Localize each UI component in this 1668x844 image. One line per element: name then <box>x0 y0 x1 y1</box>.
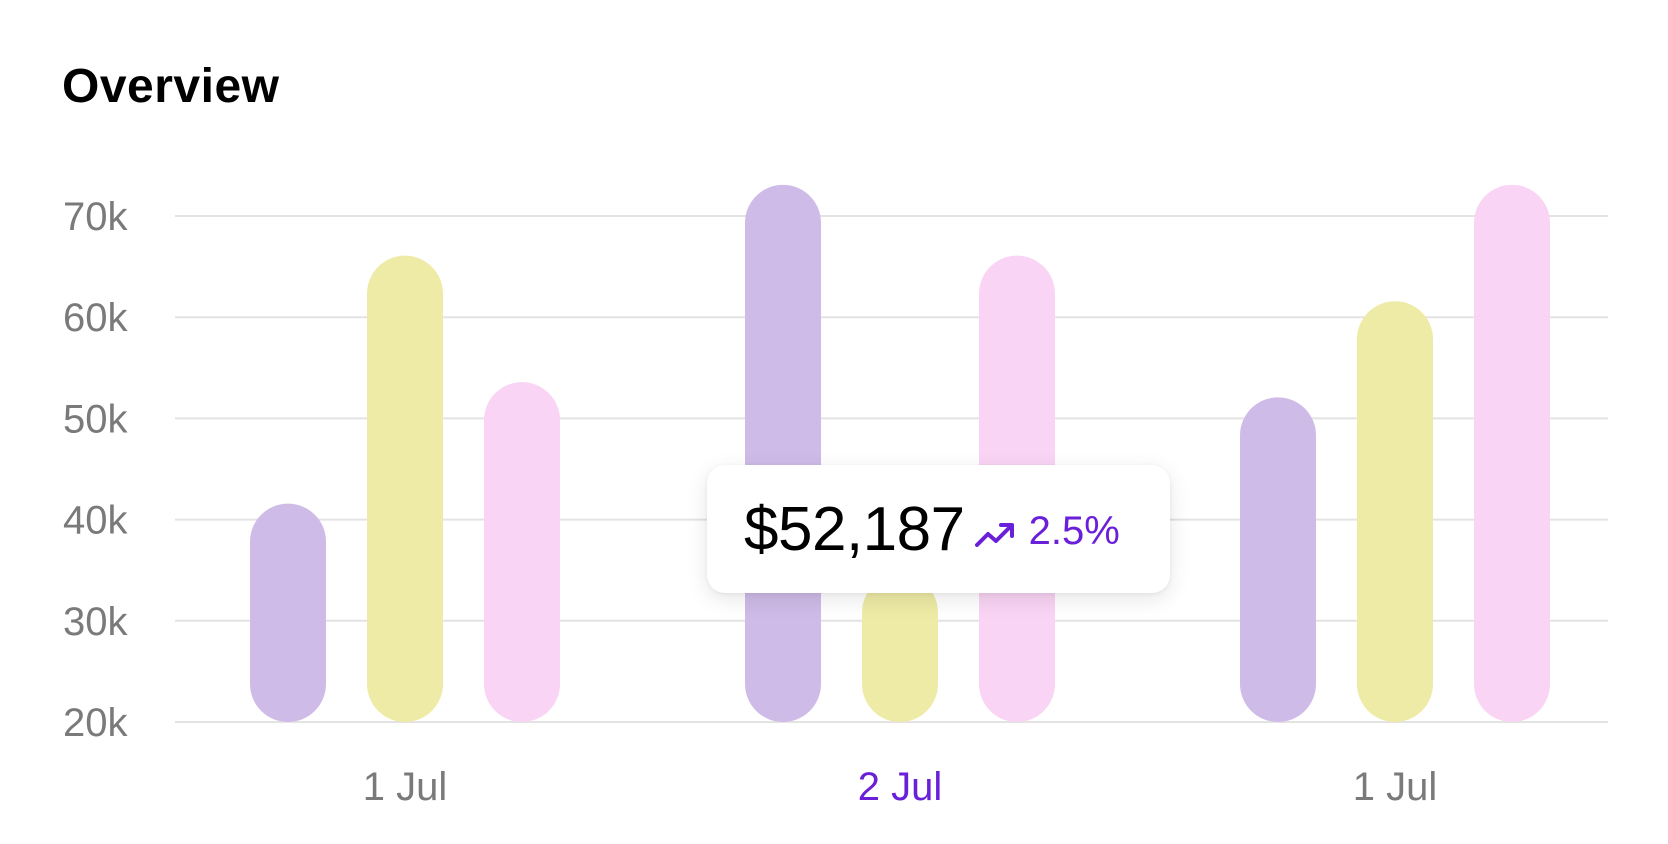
bar[interactable] <box>745 184 821 722</box>
trending-up-icon <box>974 523 1014 547</box>
x-axis-labels: 1 Jul 2 Jul 1 Jul <box>363 765 1438 809</box>
bar[interactable] <box>1474 184 1550 722</box>
bars <box>250 184 1550 722</box>
x-category-label[interactable]: 2 Jul <box>858 765 943 809</box>
bar[interactable] <box>862 574 938 722</box>
bar[interactable] <box>367 255 443 722</box>
y-tick-label: 40k <box>63 499 128 543</box>
value-tooltip: $52,187 2.5% <box>707 465 1170 593</box>
y-tick-label: 70k <box>63 195 128 239</box>
tooltip-value: $52,187 <box>744 494 965 564</box>
y-tick-label: 20k <box>63 701 128 745</box>
y-tick-label: 50k <box>63 397 128 441</box>
y-tick-label: 30k <box>63 600 128 644</box>
bar[interactable] <box>1240 397 1316 722</box>
tooltip-change: 2.5% <box>1028 508 1120 553</box>
x-category-label[interactable]: 1 Jul <box>1353 765 1438 809</box>
bar[interactable] <box>484 382 560 722</box>
bar[interactable] <box>1357 301 1433 722</box>
bar[interactable] <box>250 503 326 722</box>
y-axis-ticks: 20k 30k 40k 50k 60k 70k <box>63 195 128 745</box>
y-tick-label: 60k <box>63 296 128 340</box>
x-category-label[interactable]: 1 Jul <box>363 765 448 809</box>
page-title: Overview <box>62 60 280 113</box>
